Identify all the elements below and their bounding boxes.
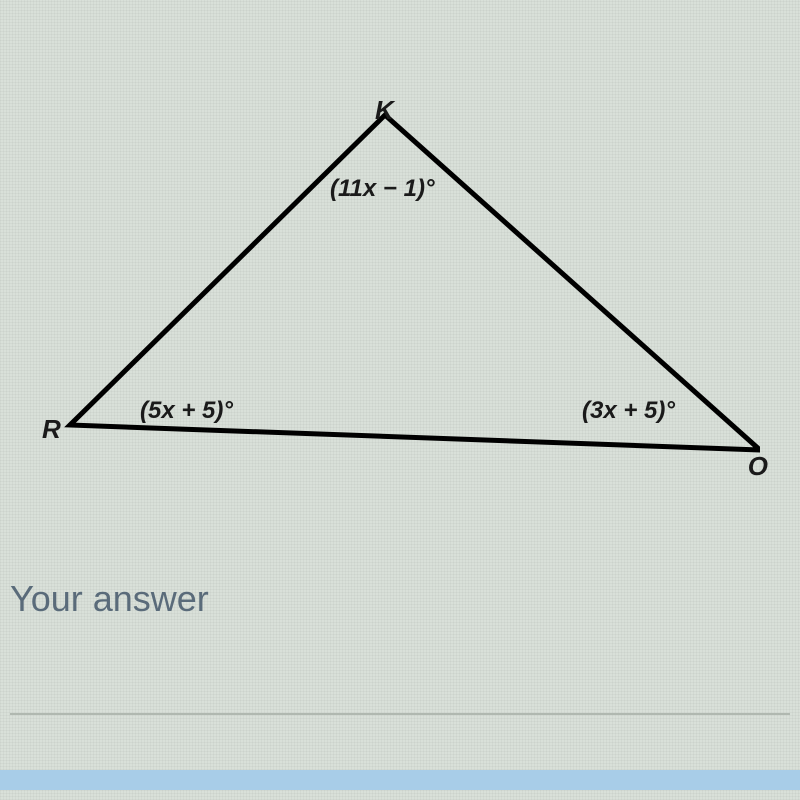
answer-input-line[interactable] [10,713,790,715]
angle-label-r: (5x + 5)° [140,397,233,425]
triangle-diagram: K R O (11x − 1)° (5x + 5)° (3x + 5)° [60,100,760,480]
answer-prompt-label: Your answer [10,578,790,620]
vertex-label-o: O [748,451,768,482]
angle-label-k: (11x − 1)° [330,175,435,203]
vertex-label-k: K [375,95,394,126]
bottom-blue-bar [0,770,800,790]
vertex-label-r: R [42,414,61,445]
angle-label-o: (3x + 5)° [582,397,675,425]
answer-section: Your answer [0,578,800,650]
